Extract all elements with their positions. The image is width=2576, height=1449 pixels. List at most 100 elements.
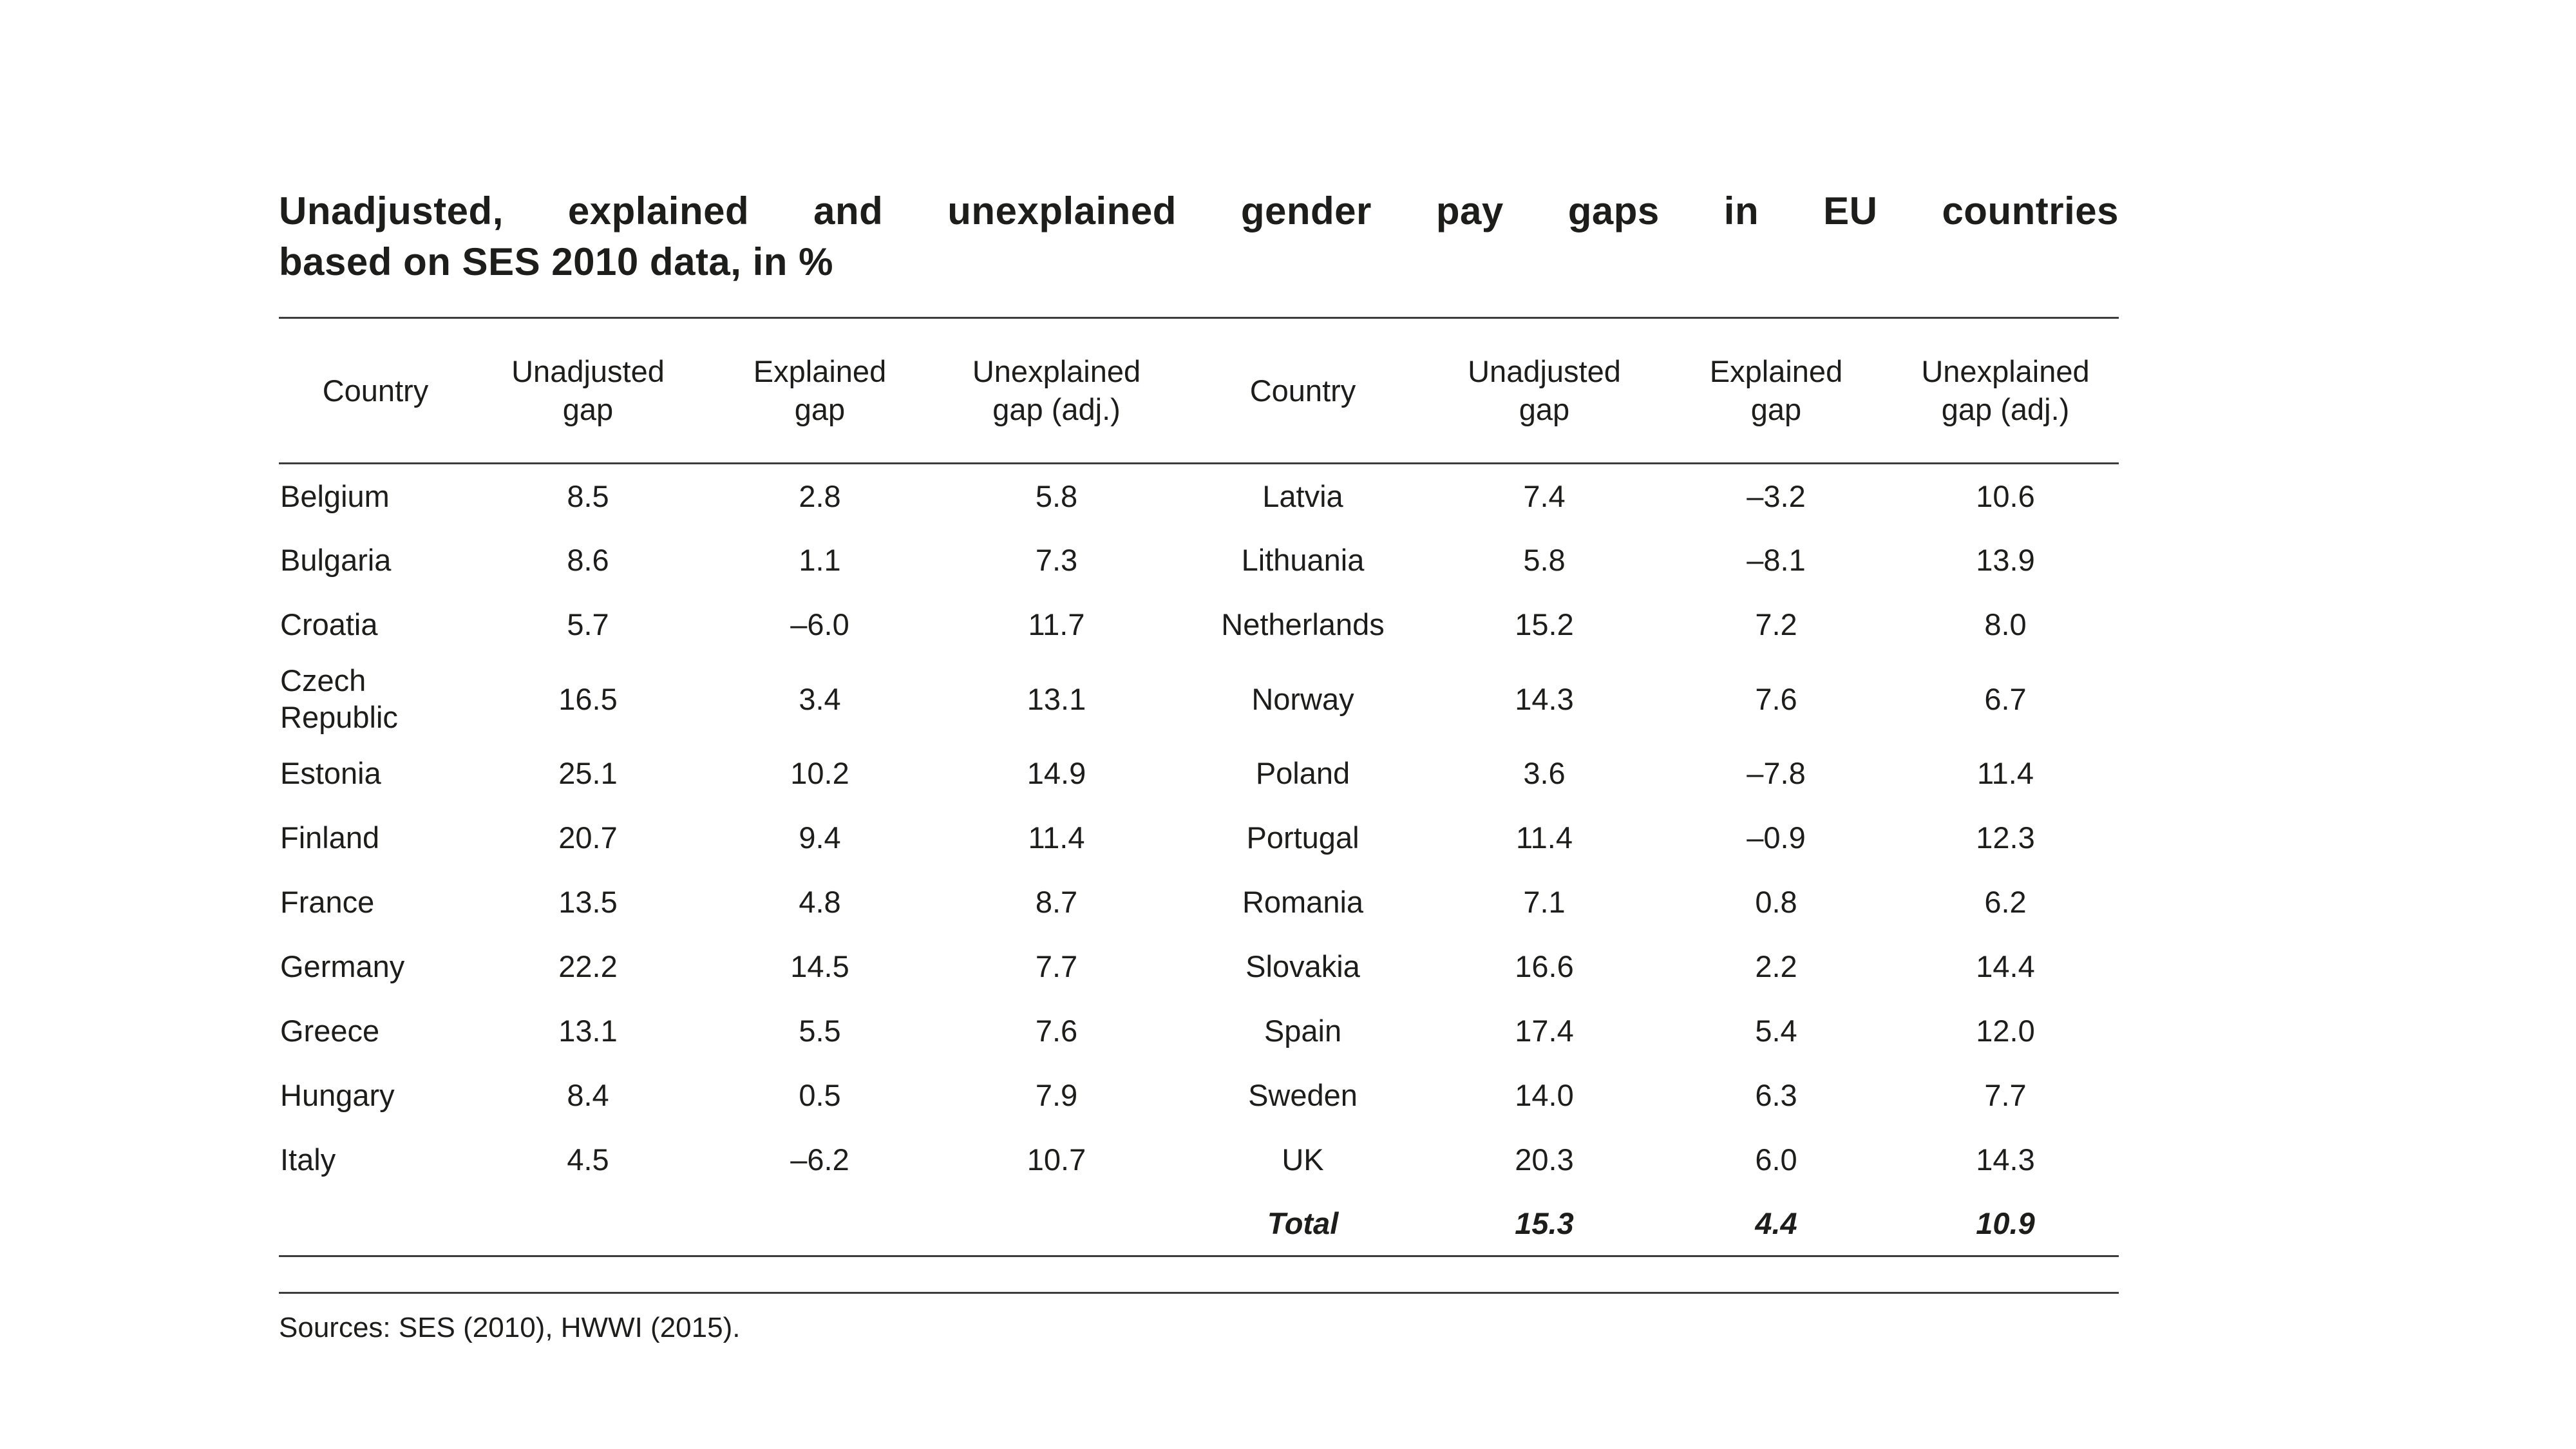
unadjusted-gap-cell-right: 3.6 <box>1523 755 1566 790</box>
country-cell-right: Portugal <box>1246 820 1359 855</box>
unexplained-gap-cell-left: 7.3 <box>1035 543 1078 578</box>
unadjusted-gap-cell-left: 16.5 <box>558 681 618 716</box>
explained-gap-cell-right: 4.4 <box>1755 1206 1797 1241</box>
unexplained-gap-cell-right: 14.4 <box>1976 949 2035 983</box>
unadjusted-gap-cell-left: 20.7 <box>558 820 618 855</box>
country-cell-left: Croatia <box>280 607 378 642</box>
unadjusted-gap-cell-right: 5.8 <box>1523 543 1566 578</box>
country-cell-right: Sweden <box>1248 1077 1358 1112</box>
unadjusted-gap-cell-right: 16.6 <box>1515 949 1574 983</box>
country-cell-right: Poland <box>1255 755 1350 790</box>
unadjusted-gap-cell-right: 15.3 <box>1515 1206 1574 1241</box>
header-line: Unexplained <box>1921 354 2090 389</box>
header-explained-gap-left: Explained gap <box>704 318 936 464</box>
header-country-left: Country <box>279 318 472 464</box>
country-cell-right: Latvia <box>1262 478 1343 513</box>
header-row: Country Unadjusted gap Explained gap Une… <box>279 318 2119 464</box>
header-line: Unadjusted <box>511 354 665 389</box>
explained-gap-cell-left: 3.4 <box>799 681 841 716</box>
country-cell-left: Hungary <box>280 1077 395 1112</box>
explained-gap-cell-right: 5.4 <box>1755 1013 1797 1048</box>
unadjusted-gap-cell-left: 5.7 <box>567 607 609 642</box>
header-line: Explained <box>1709 354 1843 389</box>
country-cell-right: Netherlands <box>1221 607 1385 642</box>
header-line: gap (adj.) <box>1941 392 2070 426</box>
explained-gap-cell-left: –6.0 <box>790 607 849 642</box>
unadjusted-gap-cell-left: 4.5 <box>567 1142 609 1177</box>
unexplained-gap-cell-right: 13.9 <box>1976 543 2035 578</box>
country-cell-right: UK <box>1282 1142 1324 1177</box>
table-row: Croatia 5.7 –6.0 11.7 Netherlands 15.2 7.2 8.0 <box>279 592 2119 657</box>
table-row: Germany 22.2 14.5 7.7 Slovakia 16.6 2.2 14.4 <box>279 934 2119 999</box>
total-row: Total 15.3 4.4 10.9 <box>279 1192 2119 1256</box>
country-cell-left: Greece <box>280 1013 380 1048</box>
unexplained-gap-cell-right: 11.4 <box>1977 755 2034 790</box>
unadjusted-gap-cell-right: 17.4 <box>1515 1013 1574 1048</box>
unexplained-gap-cell-left: 7.6 <box>1035 1013 1078 1048</box>
unexplained-gap-cell-right: 6.7 <box>1984 681 2027 716</box>
table-row: Czech Republic 16.5 3.4 13.1 Norway 14.3 7.6 6.… <box>279 657 2119 741</box>
unadjusted-gap-cell-left: 13.5 <box>558 884 618 919</box>
country-cell-right: Total <box>1267 1206 1339 1241</box>
header-line: Explained <box>753 354 887 389</box>
unadjusted-gap-cell-right: 7.1 <box>1523 884 1566 919</box>
pay-gap-table: Country Unadjusted gap Explained gap Une… <box>279 317 2119 1258</box>
unexplained-gap-cell-left: 5.8 <box>1035 478 1078 513</box>
unadjusted-gap-cell-right: 20.3 <box>1515 1142 1574 1177</box>
table-row: Bulgaria 8.6 1.1 7.3 Lithuania 5.8 –8.1 13.9 <box>279 528 2119 592</box>
title-line-1: Unadjusted, explained and unexplained ge… <box>279 189 2119 232</box>
explained-gap-cell-right: 7.6 <box>1755 681 1797 716</box>
unadjusted-gap-cell-right: 15.2 <box>1515 607 1574 642</box>
unexplained-gap-cell-left: 11.7 <box>1028 607 1085 642</box>
unexplained-gap-cell-right: 8.0 <box>1984 607 2027 642</box>
header-line: Unexplained <box>972 354 1141 389</box>
unexplained-gap-cell-left: 10.7 <box>1027 1142 1086 1177</box>
header-explained-gap-right: Explained gap <box>1660 318 1892 464</box>
table-row: Greece 13.1 5.5 7.6 Spain 17.4 5.4 12.0 <box>279 999 2119 1063</box>
country-cell-right: Norway <box>1251 681 1354 716</box>
page-content: Unadjusted, explained and unexplained ge… <box>279 185 2127 1344</box>
table-row: France 13.5 4.8 8.7 Romania 7.1 0.8 6.2 <box>279 870 2119 934</box>
unexplained-gap-cell-right: 12.0 <box>1976 1013 2035 1048</box>
header-line: Unadjusted <box>1468 354 1621 389</box>
unexplained-gap-cell-right: 12.3 <box>1976 820 2035 855</box>
header-line: gap <box>1750 392 1802 426</box>
unadjusted-gap-cell-left <box>472 1192 704 1256</box>
explained-gap-cell-left: 10.2 <box>790 755 849 790</box>
header-line: Country <box>322 373 429 408</box>
country-cell-left: Belgium <box>280 478 390 513</box>
explained-gap-cell-left: 0.5 <box>799 1077 841 1112</box>
unexplained-gap-cell-left: 14.9 <box>1027 755 1086 790</box>
unexplained-gap-cell-right: 10.9 <box>1976 1206 2035 1241</box>
table-row: Italy 4.5 –6.2 10.7 UK 20.3 6.0 14.3 <box>279 1128 2119 1192</box>
unadjusted-gap-cell-left: 13.1 <box>558 1013 618 1048</box>
header-country-right: Country <box>1177 318 1428 464</box>
country-cell-right: Romania <box>1242 884 1364 919</box>
table-header: Country Unadjusted gap Explained gap Une… <box>279 318 2119 464</box>
explained-gap-cell-left: 9.4 <box>799 820 841 855</box>
unexplained-gap-cell-left: 13.1 <box>1027 681 1086 716</box>
header-line: gap <box>794 392 846 426</box>
unadjusted-gap-cell-right: 11.4 <box>1516 820 1573 855</box>
table-row: Estonia 25.1 10.2 14.9 Poland 3.6 –7.8 11.4 <box>279 741 2119 806</box>
header-line: gap <box>1519 392 1570 426</box>
explained-gap-cell-left: 2.8 <box>799 478 841 513</box>
country-cell-left: Italy <box>280 1142 336 1177</box>
country-cell-left: France <box>280 884 375 919</box>
explained-gap-cell-left <box>704 1192 936 1256</box>
header-line: gap <box>562 392 614 426</box>
explained-gap-cell-right: –7.8 <box>1747 755 1806 790</box>
country-cell-right: Slovakia <box>1245 949 1360 983</box>
explained-gap-cell-right: –3.2 <box>1747 478 1806 513</box>
country-cell-left: Germany <box>280 949 405 983</box>
country-cell-left: Bulgaria <box>280 543 392 578</box>
unadjusted-gap-cell-left: 8.4 <box>567 1077 609 1112</box>
explained-gap-cell-right: 2.2 <box>1755 949 1797 983</box>
title-line-2: based on SES 2010 data, in % <box>279 240 833 284</box>
unexplained-gap-cell-right: 7.7 <box>1984 1077 2027 1112</box>
explained-gap-cell-right: 0.8 <box>1755 884 1797 919</box>
unexplained-gap-cell-right: 10.6 <box>1976 478 2035 513</box>
header-line: gap (adj.) <box>992 392 1121 426</box>
table-row: Belgium 8.5 2.8 5.8 Latvia 7.4 –3.2 10.6 <box>279 464 2119 528</box>
